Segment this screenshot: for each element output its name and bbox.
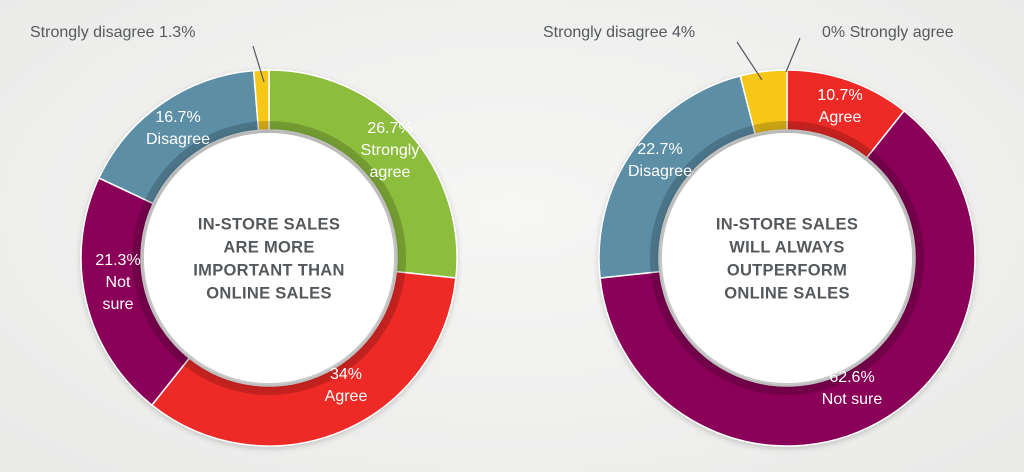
donut-hole: [144, 133, 394, 383]
callout-label: Strongly disagree 1.3%: [30, 24, 195, 41]
slice-strongly-disagree: [252, 69, 270, 132]
slice-label-strongly-agree: 26.7% Strongly agree: [361, 120, 420, 181]
center-title-line: IN-STORE SALES: [716, 216, 858, 234]
donut-hole: [662, 133, 912, 383]
center-title-line: OUTPERFORM: [727, 262, 847, 280]
slice-label-agree: 10.7% Agree: [817, 87, 862, 126]
center-title-line: ONLINE SALES: [724, 285, 850, 303]
center-title-line: WILL ALWAYS: [729, 239, 844, 257]
slice-label-disagree: 22.7% Disagree: [628, 141, 692, 180]
slice-label-not-sure: 21.3% Not sure: [95, 252, 140, 313]
slice-strongly-agree: [268, 69, 458, 279]
center-title-line: ARE MORE: [223, 239, 314, 257]
inner-shadow-ring: [132, 121, 406, 395]
slice-strongly-disagree: [739, 69, 788, 135]
center-title-line: IMPORTANT THAN: [193, 262, 344, 280]
callout-line: [252, 45, 265, 83]
donut-chart-left: IN-STORE SALES ARE MORE IMPORTANT THAN ONLI…: [30, 24, 458, 447]
slice-label-agree: 34% Agree: [325, 366, 368, 405]
slice-label-disagree: 16.7% Disagree: [146, 109, 210, 148]
donut-ring: [598, 69, 976, 447]
center-title-line: ONLINE SALES: [206, 285, 332, 303]
donut-chart-right: IN-STORE SALES WILL ALWAYS OUTPERFORM ONLIN…: [543, 24, 976, 447]
callout-label: 0% Strongly agree: [822, 24, 954, 41]
inner-shadow-ring: [650, 121, 924, 395]
slice-label-not-sure: 62.6% Not sure: [822, 369, 883, 408]
callout-line: [736, 41, 763, 81]
donut-ring: [80, 69, 458, 447]
center-title-line: IN-STORE SALES: [198, 216, 340, 234]
callout-label: Strongly disagree 4%: [543, 24, 695, 41]
slice-agree: [150, 270, 457, 447]
callout-line: [785, 37, 801, 73]
slice-not-sure: [599, 109, 976, 447]
